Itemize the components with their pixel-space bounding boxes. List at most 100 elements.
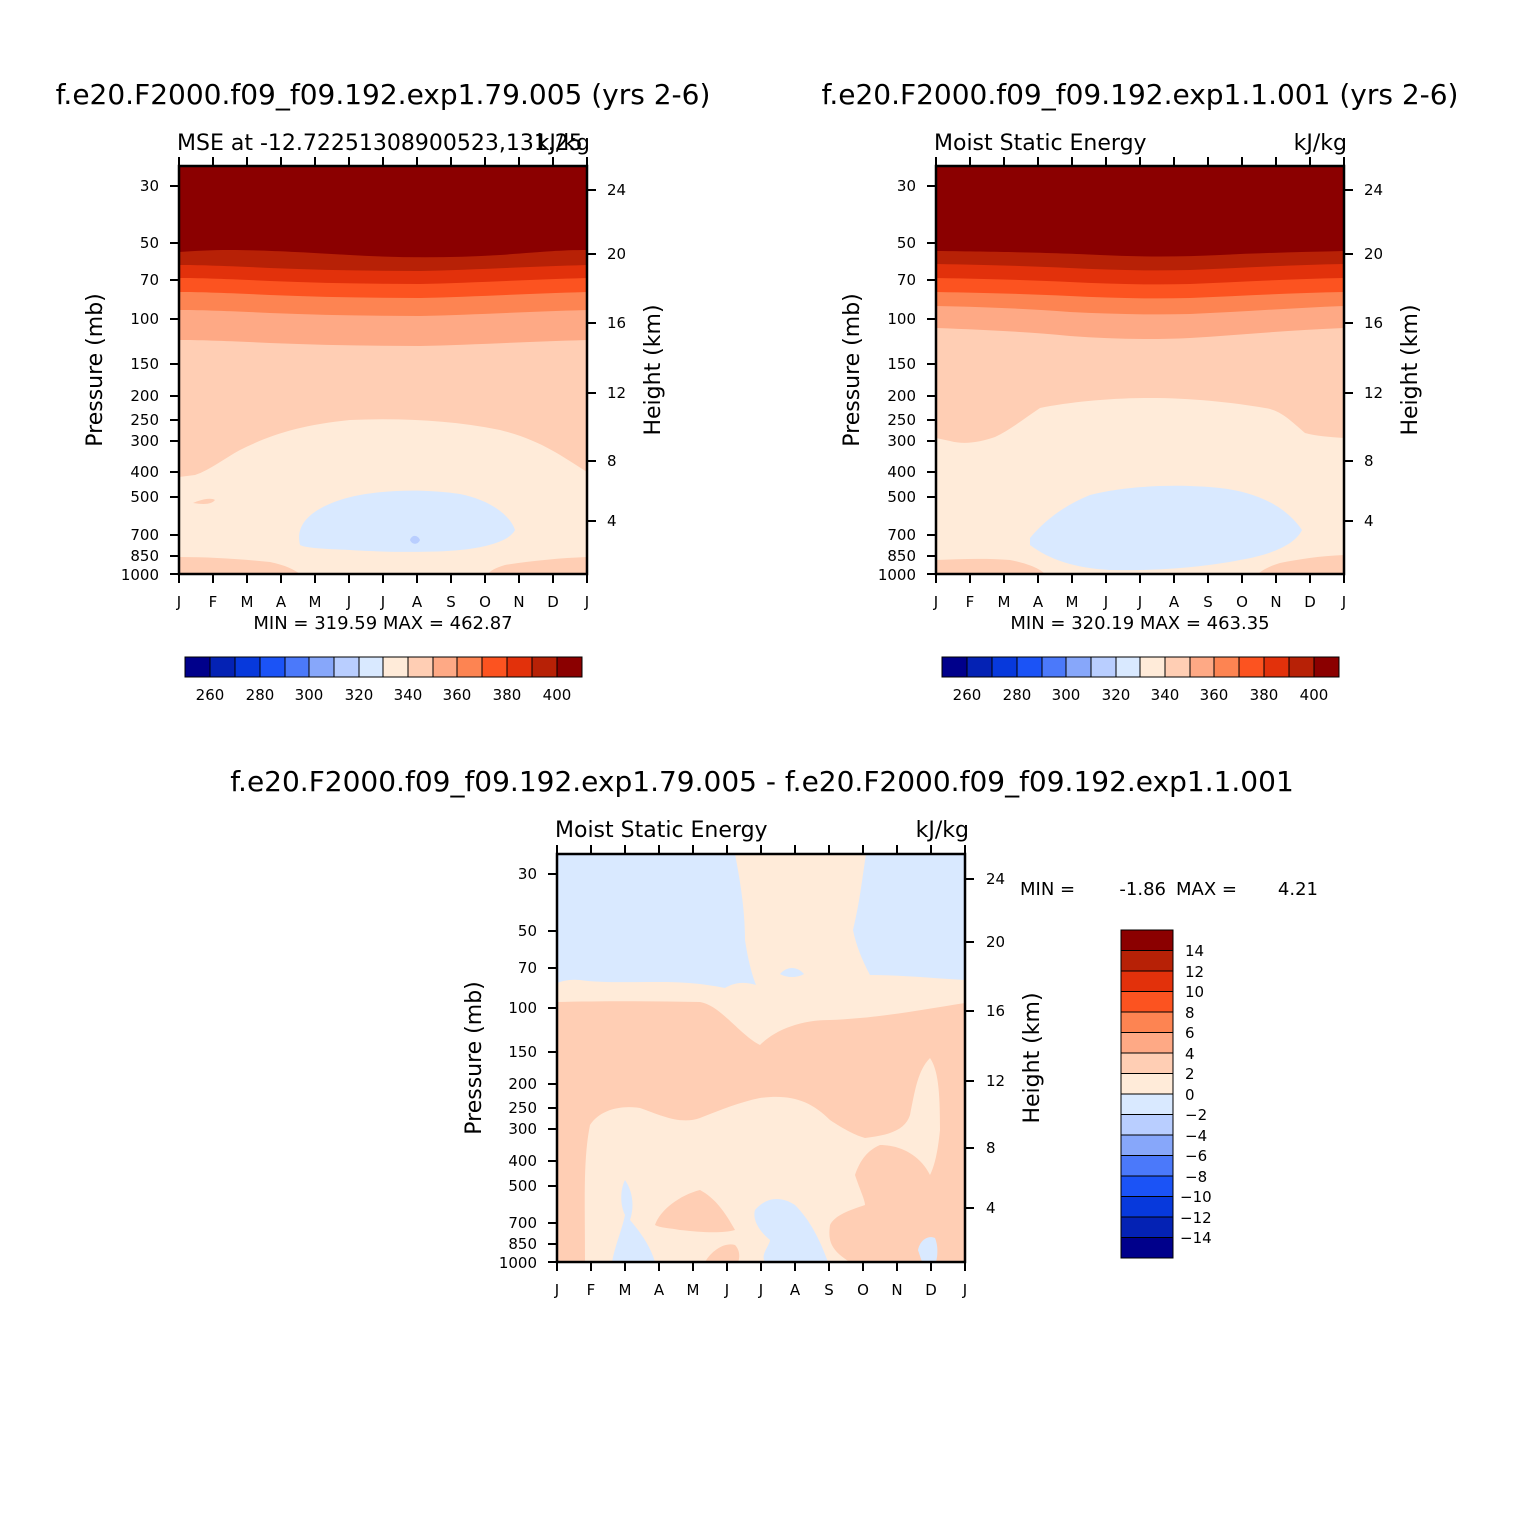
panel1-xtick-jan: J	[176, 593, 181, 611]
panel2-cbar-label-320: 320	[1102, 686, 1131, 704]
panel2-xtick-jan: J	[933, 593, 938, 611]
panel1-cbar-box-13	[481, 656, 508, 678]
panel1-cbar-box-6	[308, 656, 335, 678]
panel1-cbar-label-380: 380	[493, 686, 522, 704]
panel3-ytick-30: 30	[518, 865, 537, 883]
panel3-ytick-200: 200	[508, 1075, 537, 1093]
panel2-cbar-box-4	[1016, 656, 1043, 678]
panel2-cbar-box-14	[1263, 656, 1290, 678]
panel3-upper-neg-right	[853, 854, 965, 980]
panel3-colorbar: 14 12 10 8 6 4 2 0 −2 −4 −6 −8 −10 −12 −…	[1120, 929, 1212, 1259]
panel1-plot	[177, 164, 589, 576]
panel3-xtick-apr: A	[654, 1281, 665, 1299]
panel1-low-330	[299, 490, 515, 552]
panel2-cbar-label-380: 380	[1250, 686, 1279, 704]
panel3-ytick-700: 700	[508, 1214, 537, 1232]
panel3-cbar-label-8: 8	[1185, 1004, 1195, 1022]
panel1-ytick-150: 150	[130, 355, 159, 373]
panel1-ytick-70: 70	[140, 271, 159, 289]
panel3-ytick-400: 400	[508, 1152, 537, 1170]
panel3-cbar-label-12: 12	[1185, 963, 1204, 981]
panel2-cbar-label-400: 400	[1300, 686, 1329, 704]
panel1-ytick-300: 300	[130, 432, 159, 450]
panel3-upper-neg-blob	[780, 968, 804, 977]
panel2-cbar-label-300: 300	[1052, 686, 1081, 704]
panel1-min-max: MIN = 319.59 MAX = 462.87	[253, 613, 512, 634]
panel3-cbar-label-2: 2	[1185, 1065, 1195, 1083]
panel3-max-label: MAX =	[1176, 879, 1237, 900]
panel2-subtitle-left: Moist Static Energy	[934, 131, 1147, 156]
panel3-cbar-box-15	[1120, 1216, 1174, 1238]
panel2-cbar-box-8	[1115, 656, 1141, 678]
panel3-y-right-axis: 24 20 16 12 8 4 Height (km)	[965, 870, 1045, 1217]
panel3-lower-pos-patch	[655, 1190, 735, 1233]
panel2-xtick-mar: M	[998, 593, 1011, 611]
panel1-band-410	[179, 166, 587, 258]
panel3-min-value: -1.86	[1119, 879, 1166, 900]
panel2-band-410	[936, 166, 1344, 257]
panel3-cbar-label-neg12: −12	[1180, 1209, 1212, 1227]
panel1-ytick-right-20: 20	[607, 245, 626, 263]
panel1-subtitle-left: MSE at -12.72251308900523,131.25	[177, 131, 583, 156]
panel3-cbar-box-13	[1120, 1175, 1174, 1197]
panel2-title: f.e20.F2000.f09_f09.192.exp1.1.001 (yrs …	[822, 78, 1459, 111]
panel3-cbar-box-10	[1120, 1114, 1174, 1136]
panel3-cbar-box-14	[1120, 1196, 1174, 1218]
panel2-cbar-label-260: 260	[953, 686, 982, 704]
panel2-x-axis: J F M A M J J A S O N D J	[933, 157, 1346, 611]
panel1-xtick-jan-end: J	[584, 593, 589, 611]
panel3-xtick-jan: J	[554, 1281, 559, 1299]
panel1-xtick-nov: N	[513, 593, 524, 611]
panel1-cbar-label-320: 320	[345, 686, 374, 704]
panel1-cbar-label-360: 360	[443, 686, 472, 704]
panel1-ytick-30: 30	[140, 177, 159, 195]
panel1-ytick-right-16: 16	[607, 314, 626, 332]
panel2-ytick-100: 100	[887, 310, 916, 328]
panel2-xtick-nov: N	[1270, 593, 1281, 611]
panel2-cbar-box-12	[1213, 656, 1240, 678]
panel2-xtick-apr: A	[1033, 593, 1044, 611]
panel3-cbar-box-1	[1120, 929, 1174, 951]
panel1-xtick-jun: J	[346, 593, 351, 611]
panel1-cbar-label-280: 280	[246, 686, 275, 704]
panel2-cbar-box-1	[941, 656, 968, 678]
panel1-ytick-500: 500	[130, 488, 159, 506]
panel2-min-max: MIN = 320.19 MAX = 463.35	[1010, 613, 1269, 634]
panel3-xtick-jun: J	[724, 1281, 729, 1299]
panel2-ytick-300: 300	[887, 432, 916, 450]
panel2-low-330	[1030, 485, 1302, 571]
panel3-cbar-label-neg2: −2	[1185, 1106, 1207, 1124]
panel2-ytick-850: 850	[887, 547, 916, 565]
panel2-ylabel-right: Height (km)	[1398, 304, 1423, 435]
panel3-ytick-300: 300	[508, 1120, 537, 1138]
panel2-cbar-label-280: 280	[1003, 686, 1032, 704]
panel1-cbar-box-14	[506, 656, 533, 678]
panel2-ytick-50: 50	[897, 234, 916, 252]
panel3-ytick-right-12: 12	[986, 1072, 1005, 1090]
panel3-title: f.e20.F2000.f09_f09.192.exp1.79.005 - f.…	[230, 765, 1294, 798]
panel2-ytick-200: 200	[887, 387, 916, 405]
panel2-cbar-box-9	[1139, 656, 1166, 678]
panel2-xtick-jul: J	[1137, 593, 1142, 611]
panel2-xtick-jun: J	[1103, 593, 1108, 611]
panel1-ytick-right-8: 8	[607, 452, 617, 470]
panel1-y-right-axis: 24 20 16 12 8 4 Height (km)	[587, 181, 666, 530]
panel3-cbar-label-4: 4	[1185, 1045, 1195, 1063]
panel3-ytick-right-20: 20	[986, 933, 1005, 951]
panel1-cbar-box-15	[531, 656, 558, 678]
panel1-cbar-box-2	[209, 656, 236, 678]
panel1-xtick-mar: M	[241, 593, 254, 611]
panel2-ytick-500: 500	[887, 488, 916, 506]
panel1-xtick-apr: A	[276, 593, 287, 611]
panel1-ytick-right-12: 12	[607, 384, 626, 402]
panel3-cbar-box-12	[1120, 1155, 1174, 1177]
panel1-ytick-1000: 1000	[121, 566, 159, 584]
panel2-xtick-dec: D	[1304, 593, 1316, 611]
panel3-xtick-jul: J	[758, 1281, 763, 1299]
panel1-cbar-box-16	[556, 656, 583, 678]
panel1-cbar-box-3	[234, 656, 261, 678]
panel2-xtick-may: M	[1066, 593, 1079, 611]
panel1-cbar-box-5	[284, 656, 310, 678]
panel1-x-axis: J F M A M J J A S O N D J	[176, 157, 589, 611]
panel3-ytick-1000: 1000	[499, 1254, 537, 1272]
